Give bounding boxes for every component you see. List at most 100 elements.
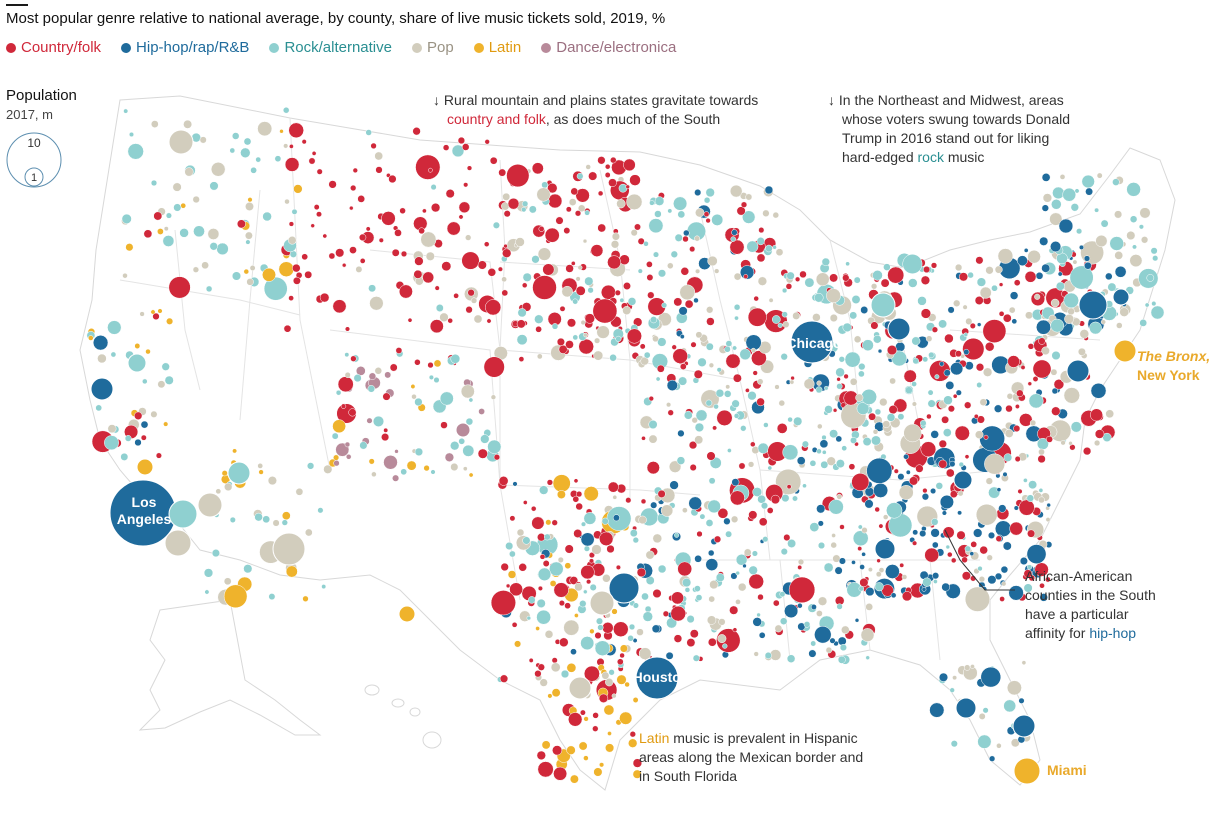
county-dot: [209, 181, 219, 191]
county-dot: [998, 282, 1004, 287]
county-dot: [583, 716, 589, 722]
county-dot: [815, 272, 830, 287]
city-bubble: [887, 317, 911, 341]
county-dot: [588, 171, 598, 181]
county-dot: [763, 422, 769, 428]
county-dot: [978, 712, 986, 720]
county-dot: [969, 551, 975, 557]
county-dot: [921, 493, 930, 501]
arrow-down-icon: ↓: [433, 92, 440, 108]
county-dot: [375, 166, 383, 174]
county-dot: [920, 308, 932, 319]
legend-label-country: Country/folk: [21, 39, 102, 56]
county-dot: [134, 343, 141, 349]
county-dot: [566, 662, 577, 673]
population-subtitle: 2017, m: [6, 107, 53, 122]
county-dot: [868, 412, 877, 421]
county-dot: [384, 371, 392, 379]
county-dot: [1139, 319, 1148, 327]
genre-legend: Country/folk Hip-hop/rap/R&B Rock/altern…: [6, 39, 676, 56]
county-dot: [762, 536, 769, 543]
county-dot: [817, 596, 828, 606]
county-dot: [643, 241, 649, 247]
county-dot: [583, 589, 588, 595]
county-dot: [875, 571, 882, 578]
county-dot: [963, 332, 969, 337]
county-dot: [458, 214, 464, 220]
county-dot: [333, 454, 340, 461]
county-dot: [852, 530, 869, 547]
county-dot: [998, 504, 1007, 513]
county-dot: [797, 558, 805, 566]
county-dot: [597, 156, 606, 165]
county-dot: [632, 697, 639, 703]
county-dot: [652, 533, 663, 544]
county-dot: [703, 211, 710, 218]
county-dot: [899, 562, 905, 568]
county-dot: [732, 627, 738, 633]
county-dot: [861, 388, 877, 405]
county-dot: [883, 263, 891, 271]
county-dot: [1035, 271, 1044, 280]
county-dot: [381, 433, 390, 442]
county-dot: [947, 405, 955, 413]
county-dot: [917, 296, 927, 306]
county-dot: [484, 139, 490, 145]
county-dot: [771, 315, 781, 324]
county-dot: [368, 372, 377, 381]
county-dot: [1008, 306, 1016, 314]
county-dot: [221, 470, 228, 477]
county-dot: [782, 321, 790, 328]
county-dot: [483, 241, 490, 247]
city-bubble: [455, 422, 471, 438]
city-bubble: [790, 320, 834, 364]
annotation-northeast-line4-pre: hard-edged: [842, 149, 918, 165]
county-dot: [876, 558, 881, 563]
county-dot: [551, 519, 558, 526]
county-dot: [246, 278, 254, 286]
county-dot: [439, 312, 449, 322]
county-dot: [1020, 364, 1026, 370]
county-dot: [1146, 274, 1155, 282]
county-dot: [509, 515, 516, 522]
county-dot: [745, 193, 753, 201]
county-dot: [605, 678, 614, 687]
county-dot: [530, 505, 537, 512]
county-dot: [204, 589, 210, 595]
county-dot: [679, 334, 685, 340]
county-dot: [742, 210, 756, 224]
county-dot: [486, 318, 492, 324]
county-dot: [463, 182, 469, 188]
county-dot: [1132, 244, 1137, 250]
county-dot: [638, 515, 647, 525]
county-dot: [333, 460, 340, 467]
county-dot: [316, 168, 323, 175]
county-dot: [1051, 350, 1061, 361]
county-dot: [535, 626, 540, 631]
county-dot: [671, 344, 677, 350]
county-dot: [153, 211, 163, 221]
county-dot: [394, 229, 402, 237]
county-dot: [1100, 219, 1109, 228]
county-dot: [468, 472, 474, 478]
county-dot: [878, 523, 884, 529]
county-dot: [295, 487, 304, 496]
county-dot: [1027, 249, 1041, 264]
county-dot: [979, 425, 1005, 452]
county-dot: [939, 494, 954, 510]
county-dot: [199, 136, 207, 144]
county-dot: [694, 435, 704, 445]
rock-dot-icon: [269, 42, 280, 53]
county-dot: [400, 250, 408, 258]
county-dot: [267, 476, 277, 486]
county-dot: [817, 541, 826, 550]
county-dot: [930, 528, 940, 538]
county-dot: [570, 648, 577, 656]
county-dot: [753, 295, 759, 302]
hiphop-leader-line: [944, 529, 1015, 591]
county-dot: [738, 462, 746, 470]
county-dot: [1026, 544, 1047, 564]
county-dot: [140, 434, 147, 441]
county-dot: [561, 285, 573, 298]
county-dot: [826, 456, 836, 466]
